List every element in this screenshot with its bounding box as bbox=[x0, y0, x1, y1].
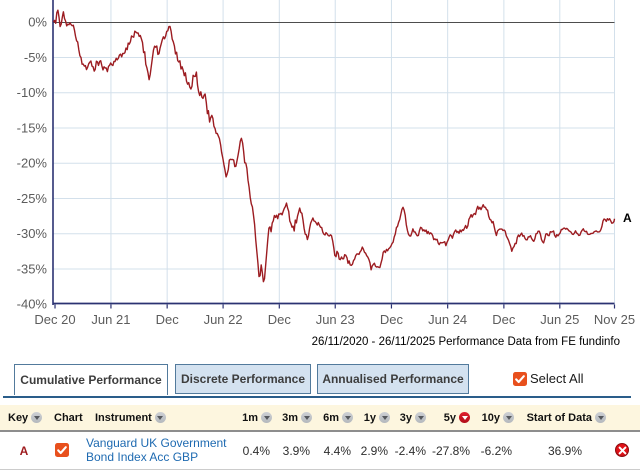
column-header-label: 1y bbox=[363, 411, 376, 424]
column-header-label: 3m bbox=[282, 411, 298, 424]
row-chart-checkbox[interactable] bbox=[55, 442, 69, 457]
column-header-label: 5y bbox=[443, 411, 456, 424]
row-value-1m: 0.4% bbox=[242, 443, 270, 458]
column-header-label: 1m bbox=[242, 411, 258, 424]
column-header-label: Key bbox=[8, 411, 29, 424]
sort-icon-active-desc[interactable] bbox=[459, 412, 470, 423]
sort-icon[interactable] bbox=[31, 412, 43, 423]
svg-text:-25%: -25% bbox=[17, 191, 48, 206]
column-header-5y[interactable]: 5y bbox=[428, 412, 472, 424]
column-header-instrument[interactable]: Instrument bbox=[86, 412, 238, 424]
column-header-label: 6m bbox=[323, 411, 339, 424]
column-header-label: Instrument bbox=[95, 411, 152, 424]
row-value-start-of-data: 36.9% bbox=[547, 443, 582, 458]
tabs-underline bbox=[3, 396, 631, 398]
sort-icon[interactable] bbox=[379, 412, 390, 423]
svg-text:Jun 25: Jun 25 bbox=[540, 312, 579, 327]
delete-row-button[interactable] bbox=[615, 443, 629, 458]
tab-annualised-performance[interactable]: Annualised Performance bbox=[317, 364, 469, 394]
performance-line-chart[interactable]: 0% -5% -10% -15% -20% -25% -30% -35% -40%Dec 20 J… bbox=[0, 0, 640, 332]
sort-icon[interactable] bbox=[415, 412, 426, 423]
table-row: A Vanguard UK Government Bond Index Acc … bbox=[0, 432, 640, 470]
row-chart-cell bbox=[48, 442, 86, 459]
sort-icon[interactable] bbox=[154, 412, 166, 423]
sort-icon[interactable] bbox=[342, 412, 353, 423]
svg-text:-20%: -20% bbox=[17, 156, 48, 171]
row-instrument-cell: Vanguard UK Government Bond Index Acc GB… bbox=[86, 436, 238, 464]
chart-footnote: 26/11/2020 - 26/11/2025 Performance Data… bbox=[311, 336, 620, 348]
column-header-1m[interactable]: 1m bbox=[238, 412, 274, 424]
column-header-label: Start of Data bbox=[526, 411, 592, 424]
svg-text:-15%: -15% bbox=[17, 120, 48, 135]
svg-text:-10%: -10% bbox=[17, 85, 48, 100]
table-header-row: Key Chart Instrument 1m 3m 6m 1y 3y 5y 1… bbox=[0, 405, 640, 432]
column-header-1y[interactable]: 1y bbox=[355, 412, 392, 424]
svg-text:Jun 24: Jun 24 bbox=[428, 312, 467, 327]
column-header-chart: Chart bbox=[48, 412, 86, 424]
svg-text:-5%: -5% bbox=[24, 50, 48, 65]
tab-label: Discrete Performance bbox=[180, 372, 306, 386]
series-key-marker: A bbox=[623, 211, 632, 225]
x-icon bbox=[618, 446, 626, 455]
column-header-start-of-data[interactable]: Start of Data bbox=[516, 412, 608, 424]
svg-text:Dec: Dec bbox=[380, 312, 404, 327]
svg-text:Jun 22: Jun 22 bbox=[204, 312, 243, 327]
svg-text:-35%: -35% bbox=[17, 261, 48, 276]
column-header-label: Chart bbox=[54, 411, 83, 424]
svg-text:Dec: Dec bbox=[268, 312, 292, 327]
row-value-3y: -2.4% bbox=[394, 443, 426, 458]
select-all-label: Select All bbox=[530, 371, 584, 386]
column-header-3m[interactable]: 3m bbox=[274, 412, 314, 424]
select-all-checkbox[interactable] bbox=[513, 371, 527, 386]
check-icon bbox=[515, 374, 525, 383]
column-header-6m[interactable]: 6m bbox=[314, 412, 355, 424]
row-value-6m: 4.4% bbox=[323, 443, 351, 458]
column-header-label: 10y bbox=[481, 411, 500, 424]
column-header-10y[interactable]: 10y bbox=[472, 412, 516, 424]
sort-icon[interactable] bbox=[301, 412, 312, 423]
sort-icon[interactable] bbox=[261, 412, 272, 423]
column-header-label: 3y bbox=[399, 411, 412, 424]
tab-discrete-performance[interactable]: Discrete Performance bbox=[175, 364, 311, 394]
svg-text:Nov 25: Nov 25 bbox=[594, 312, 635, 327]
row-value-5y: -27.8% bbox=[431, 443, 470, 458]
performance-tabs: Cumulative Performance Discrete Performa… bbox=[0, 364, 640, 398]
tab-label: Annualised Performance bbox=[322, 372, 464, 386]
row-value-3m: 3.9% bbox=[282, 443, 310, 458]
performance-table: Key Chart Instrument 1m 3m 6m 1y 3y 5y 1… bbox=[0, 405, 640, 470]
sort-icon[interactable] bbox=[595, 412, 606, 423]
select-all-control[interactable]: Select All bbox=[513, 371, 583, 386]
sort-icon[interactable] bbox=[503, 412, 514, 423]
svg-text:-30%: -30% bbox=[17, 226, 48, 241]
tab-cumulative-performance[interactable]: Cumulative Performance bbox=[14, 364, 168, 395]
instrument-link[interactable]: Vanguard UK Government Bond Index Acc GB… bbox=[86, 436, 227, 464]
svg-text:Jun 21: Jun 21 bbox=[91, 312, 130, 327]
svg-text:Dec: Dec bbox=[156, 312, 180, 327]
row-value-1y: 2.9% bbox=[360, 443, 388, 458]
svg-text:0%: 0% bbox=[28, 15, 47, 30]
row-delete-cell bbox=[608, 443, 640, 458]
column-header-3y[interactable]: 3y bbox=[392, 412, 428, 424]
row-key-badge: A bbox=[19, 443, 29, 458]
tab-label: Cumulative Performance bbox=[20, 373, 162, 387]
check-icon bbox=[57, 445, 67, 454]
row-value-10y: -6.2% bbox=[480, 443, 512, 458]
svg-text:Dec: Dec bbox=[492, 312, 516, 327]
svg-text:Jun 23: Jun 23 bbox=[316, 312, 355, 327]
svg-text:-40%: -40% bbox=[17, 297, 48, 312]
column-header-key[interactable]: Key bbox=[0, 412, 48, 424]
svg-text:Dec 20: Dec 20 bbox=[34, 312, 75, 327]
